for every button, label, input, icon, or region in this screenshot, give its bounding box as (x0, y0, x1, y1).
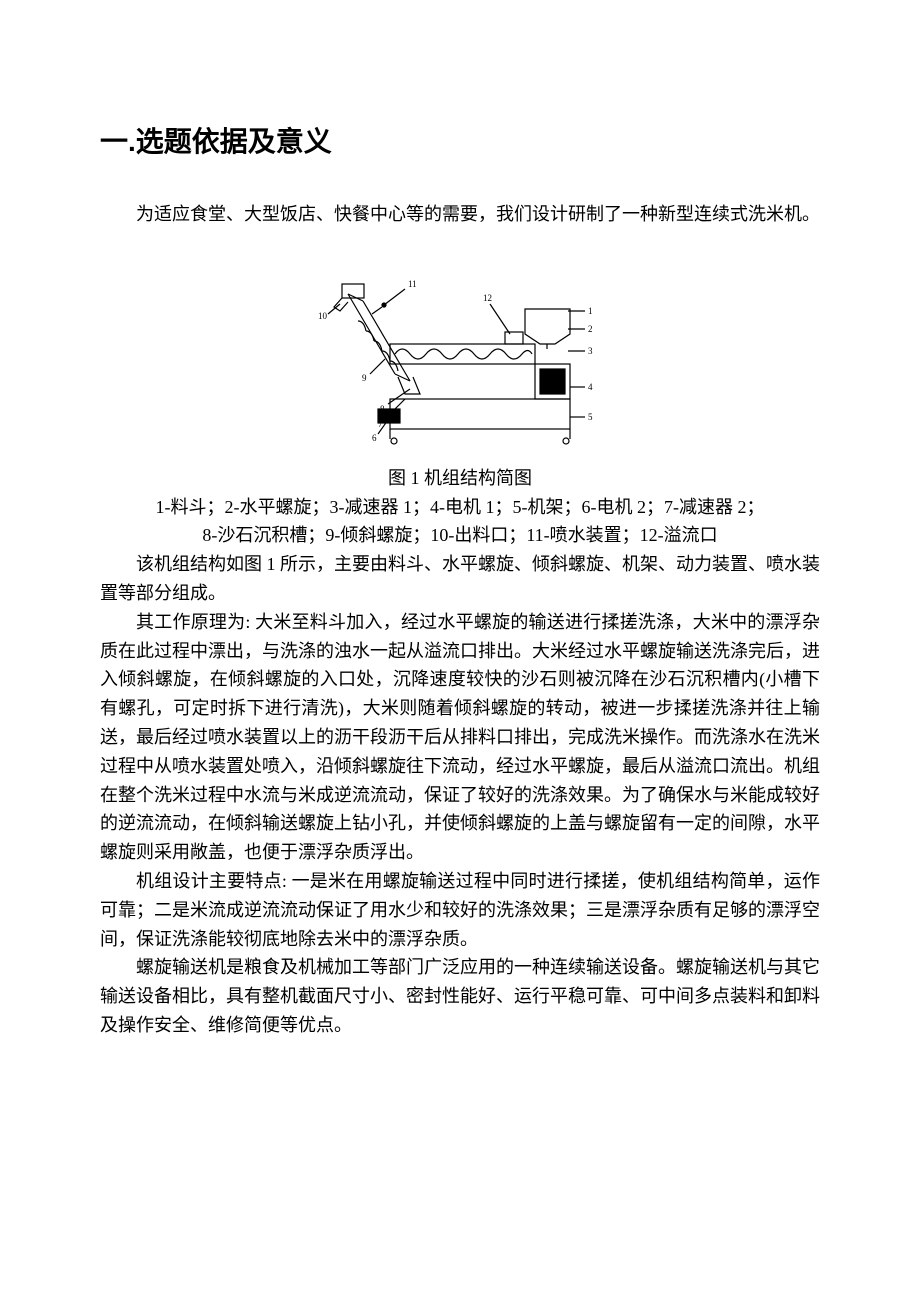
paragraph-features: 机组设计主要特点: 一是米在用螺旋输送过程中同时进行揉搓，使机组结构简单，运作可… (100, 867, 820, 953)
diagram-label-6: 6 (372, 433, 377, 443)
section-heading: 一.选题依据及意义 (100, 120, 820, 160)
diagram-label-1: 1 (588, 306, 593, 316)
machine-diagram: 1 2 3 4 5 6 7 8 9 10 11 12 (310, 269, 610, 449)
diagram-label-3: 3 (588, 346, 593, 356)
diagram-label-4: 4 (588, 382, 593, 392)
intro-paragraph: 为适应食堂、大型饭店、快餐中心等的需要，我们设计研制了一种新型连续式洗米机。 (100, 200, 820, 229)
paragraph-structure: 该机组结构如图 1 所示，主要由料斗、水平螺旋、倾斜螺旋、机架、动力装置、喷水装… (100, 550, 820, 608)
diagram-label-9: 9 (362, 373, 367, 383)
diagram-label-7: 7 (378, 419, 383, 429)
paragraph-conveyor: 螺旋输送机是粮食及机械加工等部门广泛应用的一种连续输送设备。螺旋输送机与其它输送… (100, 953, 820, 1039)
figure-legend-line-1: 1-料斗；2-水平螺旋；3-减速器 1；4-电机 1；5-机架；6-电机 2；7… (100, 493, 820, 522)
diagram-label-11: 11 (408, 279, 417, 289)
figure-container: 1 2 3 4 5 6 7 8 9 10 11 12 (100, 269, 820, 454)
diagram-label-2: 2 (588, 324, 593, 334)
figure-legend-line-2: 8-沙石沉积槽；9-倾斜螺旋；10-出料口；11-喷水装置；12-溢流口 (100, 521, 820, 550)
diagram-label-12: 12 (483, 293, 492, 303)
diagram-label-5: 5 (588, 412, 593, 422)
paragraph-principle: 其工作原理为: 大米至料斗加入，经过水平螺旋的输送进行揉搓洗涤，大米中的漂浮杂质… (100, 608, 820, 867)
diagram-label-10: 10 (318, 311, 328, 321)
diagram-label-8: 8 (380, 404, 385, 414)
figure-caption: 图 1 机组结构简图 (100, 464, 820, 493)
